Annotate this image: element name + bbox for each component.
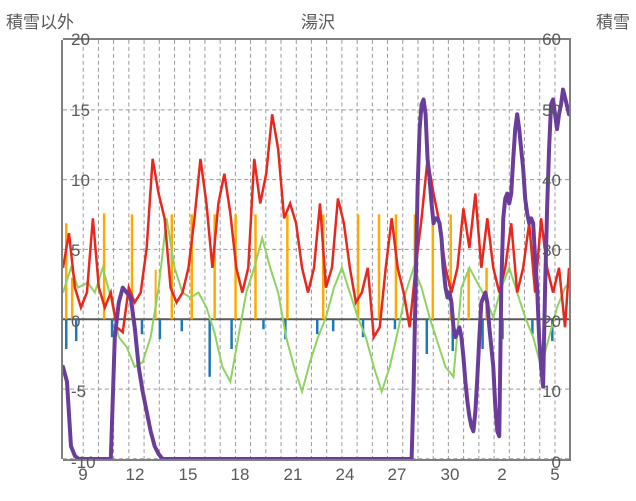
xtick-5: 5 [550,465,559,485]
gridlines-svg [63,40,569,459]
ytick-left-15: 15 [71,101,90,121]
chart-container: 湯沢 積雪以外 積雪 [0,0,636,501]
ytick-right-50: 50 [542,101,561,121]
left-axis-label: 積雪以外 [6,8,74,33]
xtick-15: 15 [179,465,198,485]
ytick-left-5: 5 [71,241,80,261]
chart-title: 湯沢 [0,8,636,33]
purple-snow-line [63,90,569,459]
xtick-18: 18 [231,465,250,485]
ytick-left-10: 10 [71,171,90,191]
xtick-30: 30 [441,465,460,485]
xtick-9: 9 [78,465,87,485]
red-line-series [63,114,569,337]
ytick-right-10: 10 [542,382,561,402]
ytick-left-neg5: -5 [71,382,86,402]
xtick-27: 27 [388,465,407,485]
ytick-right-30: 30 [542,241,561,261]
xtick-24: 24 [336,465,355,485]
ytick-right-60: 60 [542,30,561,50]
ytick-right-40: 40 [542,171,561,191]
xtick-21: 21 [284,465,303,485]
ytick-left-20: 20 [71,30,90,50]
plot-area: 20 15 10 5 0 -5 -10 60 50 40 30 20 10 0 [63,38,571,461]
xtick-12: 12 [126,465,145,485]
ytick-right-20: 20 [542,312,561,332]
ytick-left-0: 0 [71,312,80,332]
right-axis-label: 積雪 [596,8,630,33]
xtick-2: 2 [497,465,506,485]
